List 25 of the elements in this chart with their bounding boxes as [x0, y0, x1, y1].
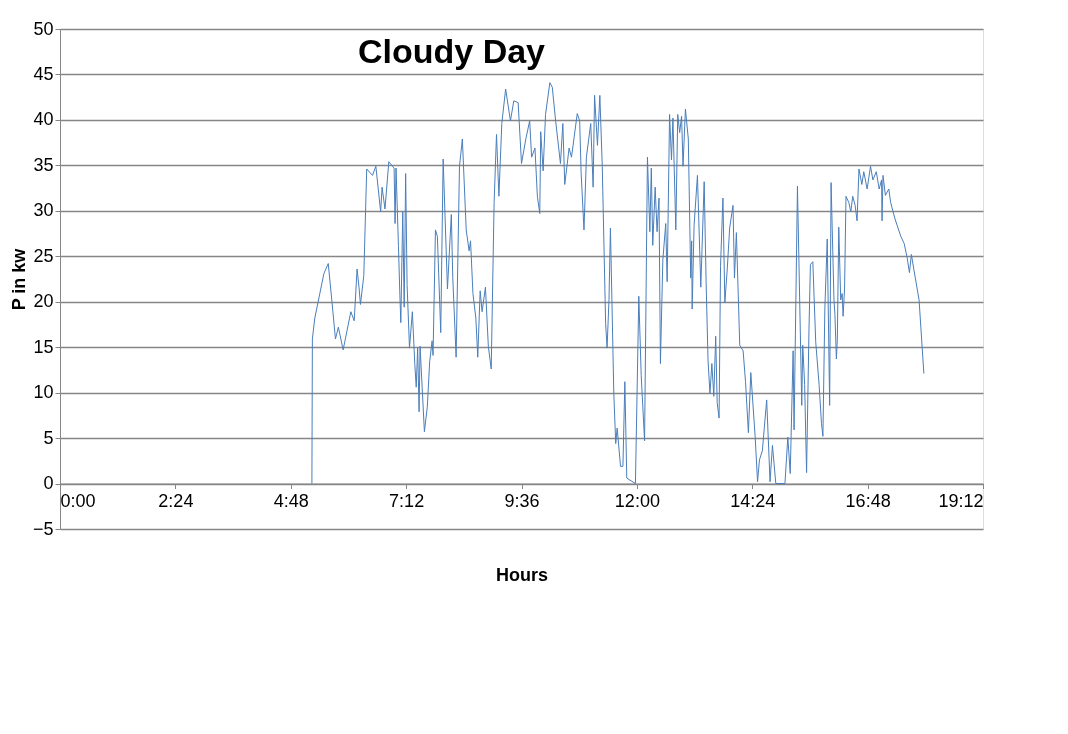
y-tick-label: 5: [43, 427, 54, 448]
line-series: [311, 82, 925, 485]
x-axis-title: Hours: [495, 564, 549, 585]
y-tick-label: 0: [43, 473, 54, 494]
y-tick-label: 30: [33, 200, 54, 221]
x-tick-label: 14:24: [730, 491, 776, 512]
x-tick-label: 7:12: [389, 491, 425, 512]
y-tick-label: 50: [33, 18, 54, 39]
chart-title: Cloudy Day: [357, 32, 546, 70]
x-tick-label: 9:36: [504, 491, 540, 512]
y-tick-label: −5: [32, 518, 54, 539]
y-tick-label: 25: [33, 245, 54, 266]
x-tick-label: 4:48: [273, 491, 309, 512]
y-tick-label: 40: [33, 109, 54, 130]
x-tick-label: 0:00: [60, 491, 96, 512]
y-tick-label: 10: [33, 382, 54, 403]
x-tick-label: 12:00: [614, 491, 660, 512]
y-axis-title: P in kw: [8, 247, 29, 311]
x-tick-label: 19:12: [938, 491, 984, 512]
y-tick-label: 35: [33, 154, 54, 175]
y-tick-label: 20: [33, 291, 54, 312]
x-tick-label: 2:24: [158, 491, 194, 512]
y-tick-label: 15: [33, 336, 54, 357]
y-tick-label: 45: [33, 63, 54, 84]
x-tick-label: 16:48: [845, 491, 891, 512]
